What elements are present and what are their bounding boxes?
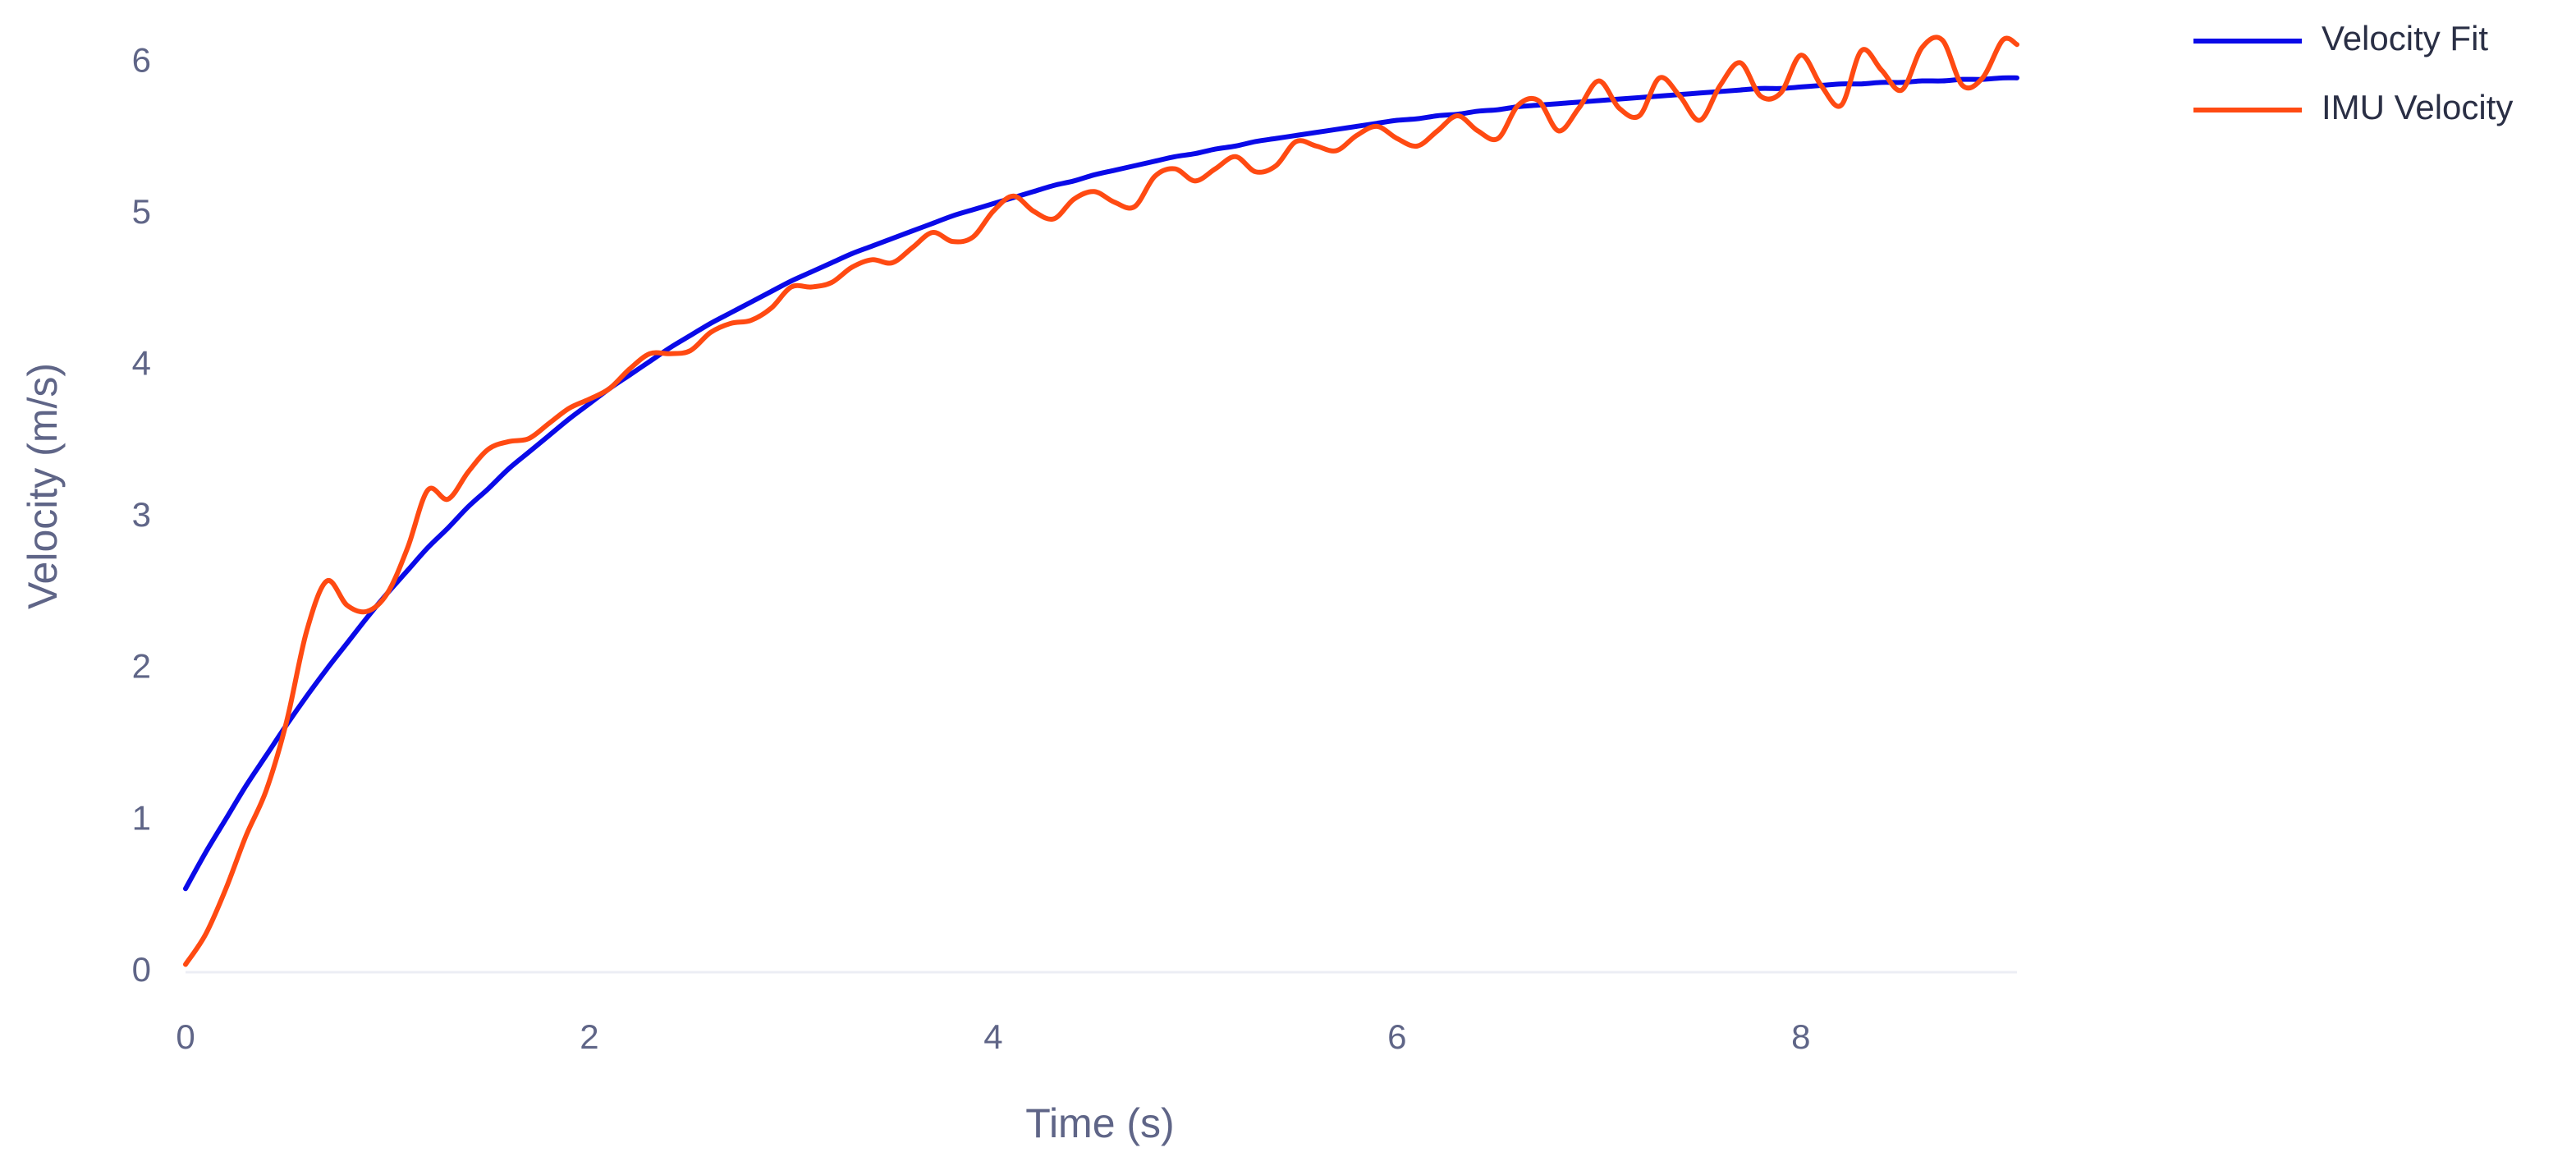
- y-tick-label: 5: [132, 192, 151, 231]
- y-axis-label: Velocity (m/s): [20, 363, 66, 609]
- x-tick-label: 0: [176, 1017, 195, 1056]
- x-tick-label: 4: [983, 1017, 1002, 1056]
- x-tick-label: 2: [580, 1017, 598, 1056]
- y-tick-label: 2: [132, 647, 151, 686]
- y-tick-label: 3: [132, 495, 151, 534]
- y-tick-label: 0: [132, 950, 151, 989]
- x-tick-label: 8: [1791, 1017, 1810, 1056]
- x-tick-label: 6: [1387, 1017, 1406, 1056]
- legend-label: IMU Velocity: [2322, 88, 2513, 126]
- y-tick-label: 1: [132, 798, 151, 837]
- y-tick-label: 4: [132, 344, 151, 383]
- x-axis-label: Time (s): [1025, 1100, 1174, 1146]
- y-tick-label: 6: [132, 40, 151, 79]
- legend-label: Velocity Fit: [2322, 19, 2488, 57]
- line-series: [183, 34, 2019, 967]
